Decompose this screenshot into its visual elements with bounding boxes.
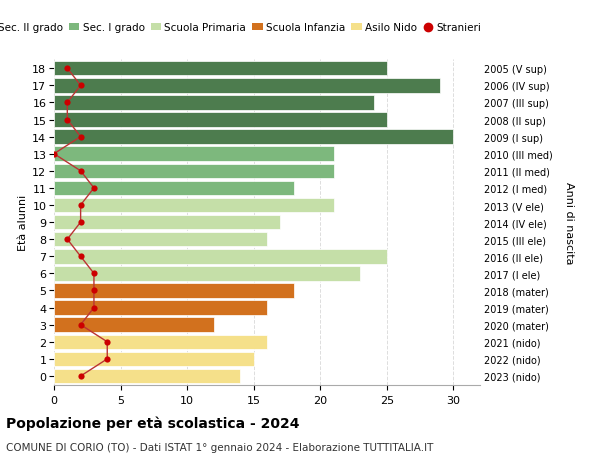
Point [49, 151, 59, 158]
Bar [54, 352, 254, 366]
Bar [54, 267, 360, 281]
Bar [54, 181, 293, 196]
Point [62, 117, 72, 124]
Point [76, 321, 85, 329]
Bar [54, 369, 241, 383]
Point [62, 65, 72, 73]
Point [62, 236, 72, 243]
Point [89, 185, 99, 192]
Bar [54, 147, 334, 162]
Point [62, 100, 72, 107]
Bar [54, 62, 387, 76]
Bar [54, 198, 334, 213]
Text: COMUNE DI CORIO (TO) - Dati ISTAT 1° gennaio 2024 - Elaborazione TUTTITALIA.IT: COMUNE DI CORIO (TO) - Dati ISTAT 1° gen… [6, 442, 433, 452]
Point [89, 304, 99, 312]
Bar [54, 318, 214, 332]
Bar [54, 79, 440, 93]
Point [103, 338, 112, 346]
Bar [54, 113, 387, 128]
Bar [54, 164, 334, 179]
Point [76, 373, 85, 380]
Bar [54, 301, 267, 315]
Bar [54, 215, 280, 230]
Point [103, 355, 112, 363]
Y-axis label: Età alunni: Età alunni [18, 195, 28, 251]
Point [76, 202, 85, 209]
Point [76, 168, 85, 175]
Point [76, 219, 85, 226]
Legend: Sec. II grado, Sec. I grado, Scuola Primaria, Scuola Infanzia, Asilo Nido, Stran: Sec. II grado, Sec. I grado, Scuola Prim… [0, 19, 486, 38]
Bar [54, 335, 267, 349]
Y-axis label: Anni di nascita: Anni di nascita [564, 181, 574, 264]
Bar [54, 284, 293, 298]
Point [89, 287, 99, 295]
Text: Popolazione per età scolastica - 2024: Popolazione per età scolastica - 2024 [6, 415, 299, 430]
Bar [54, 250, 387, 264]
Bar [54, 96, 373, 111]
Point [76, 134, 85, 141]
Bar [54, 130, 454, 145]
Point [89, 270, 99, 278]
Bar [54, 232, 267, 247]
Point [76, 253, 85, 260]
Point [76, 83, 85, 90]
